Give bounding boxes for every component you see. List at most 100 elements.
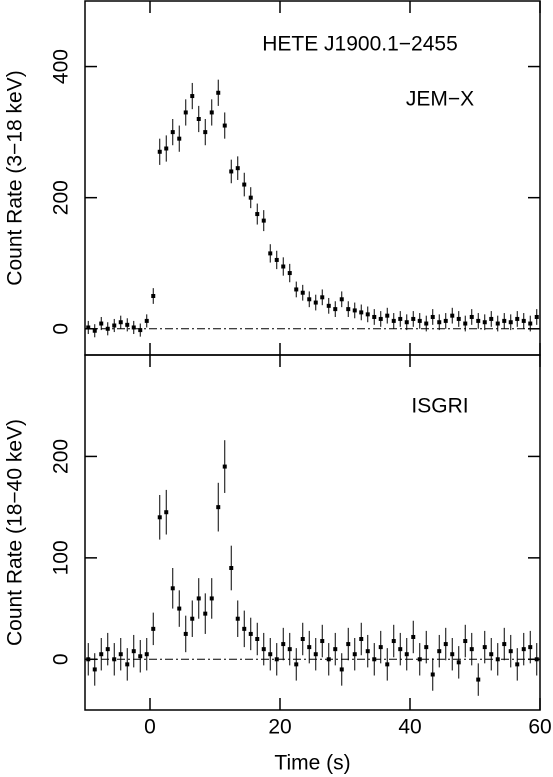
data-point (274, 257, 279, 262)
data-point (255, 212, 260, 217)
data-point (196, 117, 201, 121)
data-point (339, 667, 344, 672)
data-point (385, 662, 390, 667)
y-axis-label: Count Rate (18−40 keV) (4, 419, 27, 646)
data-point (138, 654, 143, 659)
data-point (151, 294, 156, 298)
data-point (346, 307, 351, 312)
data-point (248, 631, 253, 636)
data-point (235, 616, 240, 621)
x-tick-label: 40 (398, 716, 421, 739)
data-point (352, 652, 357, 657)
data-point (222, 123, 227, 128)
x-tick-label: 0 (144, 716, 156, 739)
y-axis-label: Count Rate (3−18 keV) (4, 70, 27, 285)
data-point (99, 321, 104, 326)
data-point (417, 657, 422, 662)
data-point (307, 645, 312, 650)
data-point (131, 649, 136, 654)
data-point (242, 626, 247, 631)
data-point (112, 323, 117, 328)
data-point (222, 464, 227, 469)
data-point (469, 314, 474, 319)
data-point (424, 321, 429, 326)
data-point (450, 652, 455, 657)
data-point (398, 647, 403, 652)
data-point (125, 322, 130, 327)
data-point (515, 662, 520, 667)
y-tick-label: 100 (50, 540, 73, 575)
data-point (125, 662, 130, 667)
data-point (482, 645, 487, 650)
data-point (92, 667, 97, 672)
data-point (118, 320, 123, 325)
data-point (86, 325, 91, 330)
data-point (437, 320, 442, 325)
data-point (99, 652, 104, 657)
data-point (326, 303, 331, 308)
y-tick-label: 200 (50, 439, 73, 474)
x-axis-label: Time (s) (274, 752, 350, 775)
data-point (190, 616, 195, 621)
data-point (261, 647, 266, 652)
y-tick-label: 0 (50, 653, 73, 665)
data-point (463, 639, 468, 644)
data-point (508, 320, 513, 325)
data-point (203, 611, 208, 616)
data-point (242, 182, 247, 187)
x-tick-label: 20 (268, 716, 291, 739)
data-point (372, 657, 377, 662)
data-point (287, 647, 292, 652)
data-point (105, 326, 110, 331)
data-point (229, 169, 234, 174)
data-point (482, 320, 487, 325)
data-point (157, 515, 162, 520)
data-point (183, 110, 188, 115)
data-point (365, 312, 370, 317)
data-point (313, 300, 318, 305)
data-point (398, 316, 403, 321)
data-point (424, 645, 429, 650)
data-point (144, 318, 149, 323)
data-point (391, 639, 396, 644)
data-point (151, 626, 156, 631)
data-point (411, 634, 416, 639)
data-point (528, 321, 533, 326)
data-point (365, 649, 370, 654)
data-point (307, 297, 312, 302)
data-point (294, 287, 299, 292)
data-point (359, 637, 364, 641)
data-point (391, 318, 396, 323)
data-point (320, 639, 325, 644)
annotation: HETE J1900.1−2455 (262, 33, 458, 56)
data-point (521, 318, 526, 323)
data-point (443, 318, 448, 323)
data-point (534, 657, 539, 662)
data-point (508, 649, 513, 654)
data-point (170, 130, 175, 135)
data-point (281, 642, 286, 647)
data-point (430, 314, 435, 319)
data-point (229, 566, 234, 570)
data-point (528, 645, 533, 650)
data-point (268, 251, 273, 256)
data-point (378, 316, 383, 321)
data-point (502, 318, 507, 323)
data-point (300, 290, 305, 295)
data-point (333, 307, 338, 312)
data-point (203, 130, 208, 135)
data-point (489, 316, 494, 321)
data-point (235, 166, 240, 171)
data-point (346, 642, 351, 647)
data-point (463, 321, 468, 326)
data-point (261, 218, 266, 223)
data-point (92, 328, 97, 333)
data-point (352, 308, 357, 313)
data-point (495, 321, 500, 326)
data-point (411, 316, 416, 321)
data-point (430, 672, 435, 677)
data-point (339, 297, 344, 302)
data-point (105, 647, 110, 652)
data-point (131, 325, 136, 330)
y-tick-label: 0 (50, 323, 73, 335)
